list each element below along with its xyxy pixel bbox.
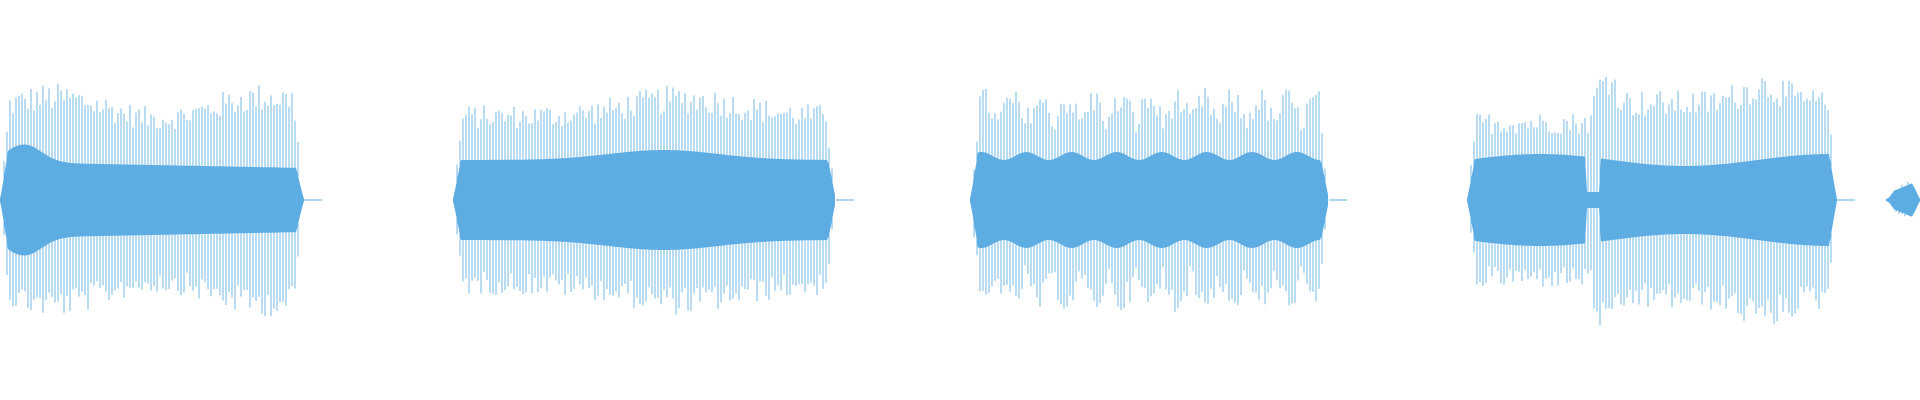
- waveform-core: [970, 152, 1328, 248]
- waveform-core: [1886, 183, 1920, 217]
- waveform: [0, 76, 1920, 326]
- waveform-core: [1467, 154, 1837, 246]
- waveform-core: [0, 144, 304, 256]
- waveform-core: [453, 150, 835, 250]
